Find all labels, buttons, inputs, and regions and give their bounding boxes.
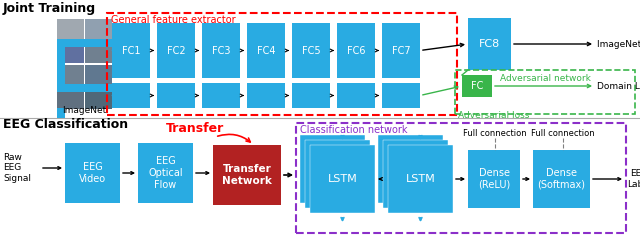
Bar bbox=[382, 83, 420, 108]
Text: Adversarial network: Adversarial network bbox=[500, 74, 591, 83]
Bar bbox=[57, 39, 114, 47]
Text: FC3: FC3 bbox=[212, 46, 230, 55]
Text: EEG Classification: EEG Classification bbox=[3, 118, 128, 131]
Text: FC5: FC5 bbox=[301, 46, 320, 55]
Text: Transfer
Network: Transfer Network bbox=[222, 164, 272, 186]
Bar bbox=[468, 150, 520, 208]
Bar bbox=[57, 19, 84, 40]
Bar bbox=[533, 150, 590, 208]
Bar bbox=[138, 143, 193, 203]
Text: FC8: FC8 bbox=[479, 39, 500, 49]
Bar bbox=[112, 83, 150, 108]
Text: EEG
Optical
Flow: EEG Optical Flow bbox=[148, 156, 183, 190]
Text: Full connection: Full connection bbox=[531, 128, 595, 137]
Text: Adversarial loss: Adversarial loss bbox=[458, 111, 529, 120]
Bar bbox=[292, 83, 330, 108]
Bar bbox=[468, 18, 511, 70]
Text: FC1: FC1 bbox=[122, 46, 140, 55]
Text: Dense
(Softmax): Dense (Softmax) bbox=[538, 168, 586, 190]
Bar bbox=[202, 23, 240, 78]
Text: EEG
Video: EEG Video bbox=[79, 162, 106, 184]
Bar bbox=[157, 23, 195, 78]
Bar bbox=[157, 83, 195, 108]
Bar bbox=[296, 123, 626, 233]
Bar bbox=[85, 19, 112, 40]
Bar bbox=[57, 108, 65, 118]
Bar bbox=[213, 145, 281, 205]
Text: Dense
(ReLU): Dense (ReLU) bbox=[478, 168, 510, 190]
Bar bbox=[65, 143, 120, 203]
Text: Raw
EEG
Signal: Raw EEG Signal bbox=[3, 153, 31, 183]
Text: LSTM: LSTM bbox=[328, 174, 357, 184]
Bar bbox=[300, 135, 365, 203]
Bar bbox=[247, 83, 285, 108]
Bar bbox=[85, 65, 112, 86]
Text: Transfer: Transfer bbox=[166, 123, 224, 136]
Bar bbox=[382, 23, 420, 78]
Bar bbox=[383, 140, 448, 208]
Bar bbox=[378, 135, 443, 203]
Bar bbox=[57, 84, 114, 92]
Text: LSTM: LSTM bbox=[406, 174, 435, 184]
Bar bbox=[57, 65, 84, 86]
Text: ImageNet Label: ImageNet Label bbox=[597, 40, 640, 49]
Bar bbox=[292, 23, 330, 78]
Text: FC7: FC7 bbox=[392, 46, 410, 55]
Bar bbox=[57, 88, 84, 109]
Bar bbox=[57, 42, 84, 63]
Bar bbox=[85, 42, 112, 63]
Bar bbox=[57, 47, 65, 92]
Bar bbox=[310, 145, 375, 213]
Bar bbox=[305, 140, 370, 208]
Bar bbox=[107, 13, 457, 115]
Text: EEG
Label: EEG Label bbox=[627, 169, 640, 189]
Bar bbox=[337, 23, 375, 78]
Bar bbox=[202, 83, 240, 108]
Text: Joint Training: Joint Training bbox=[3, 2, 96, 15]
Text: FC4: FC4 bbox=[257, 46, 275, 55]
Bar bbox=[112, 23, 150, 78]
Bar bbox=[462, 75, 492, 97]
Text: FC2: FC2 bbox=[166, 46, 186, 55]
Bar bbox=[455, 70, 635, 114]
Text: Domain Label: Domain Label bbox=[597, 82, 640, 91]
Text: FC: FC bbox=[471, 81, 483, 91]
Text: Full connection: Full connection bbox=[463, 128, 527, 137]
Bar bbox=[388, 145, 453, 213]
Text: ImageNet: ImageNet bbox=[62, 105, 106, 114]
Text: Classification network: Classification network bbox=[300, 125, 408, 135]
Bar bbox=[247, 23, 285, 78]
Bar bbox=[337, 83, 375, 108]
Text: General feature extractor: General feature extractor bbox=[111, 15, 236, 25]
Bar bbox=[85, 88, 112, 109]
Text: FC6: FC6 bbox=[347, 46, 365, 55]
